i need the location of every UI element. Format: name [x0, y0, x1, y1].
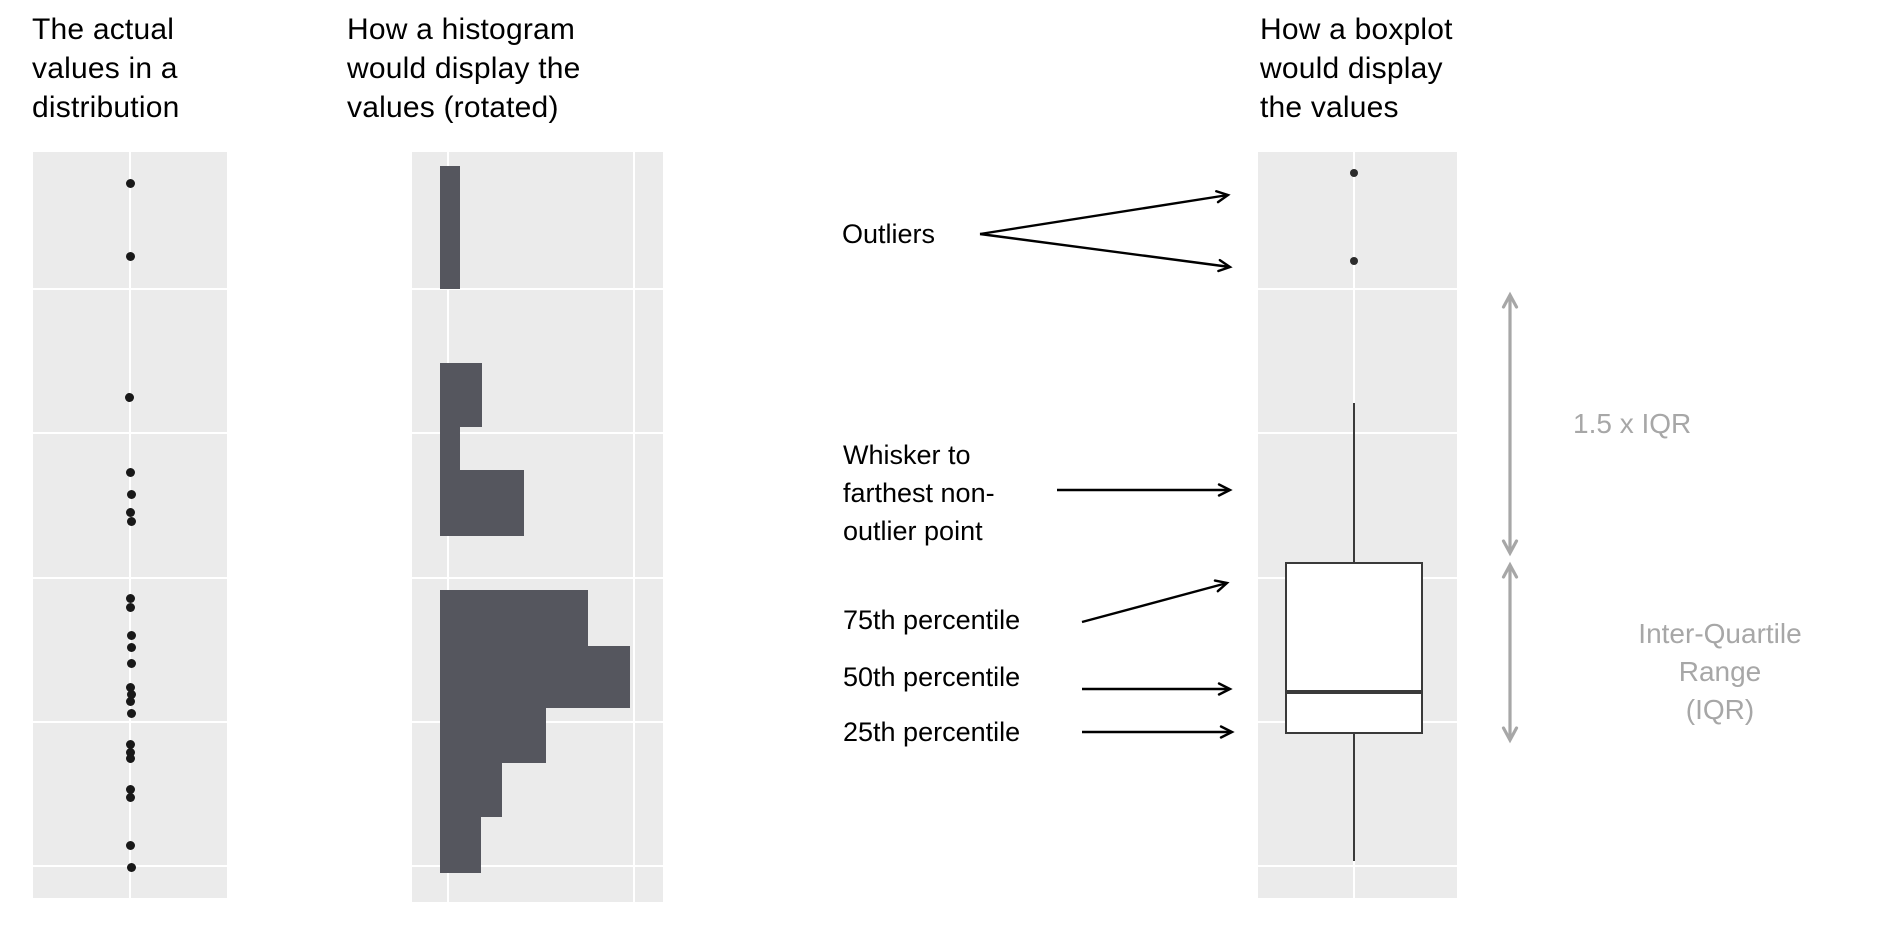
histogram-bar — [440, 763, 502, 817]
distribution-data-point — [126, 708, 136, 718]
arrow-outlier-lower — [979, 232, 1233, 273]
distribution-data-point — [125, 784, 135, 794]
arrow-p75 — [1081, 579, 1230, 624]
gridline-horizontal — [412, 432, 663, 434]
boxplot-lower-whisker — [1353, 734, 1355, 861]
gridline-horizontal — [412, 577, 663, 579]
panel-title-distribution: The actual values in a distribution — [32, 13, 180, 124]
distribution-data-point — [126, 862, 136, 872]
annotation-label-p75: 75th percentile — [843, 605, 1021, 635]
annotation-label-outliers: Outliers — [842, 219, 936, 249]
distribution-data-point — [125, 739, 135, 749]
histogram-bar — [440, 817, 481, 873]
distribution-data-point — [125, 602, 135, 612]
gridline-horizontal — [1258, 432, 1457, 434]
annotation-label-iqr: Inter-Quartile Range (IQR) — [1638, 618, 1802, 725]
distribution-data-point — [126, 489, 136, 499]
histogram-bar — [440, 590, 588, 646]
histogram-bar — [440, 708, 546, 763]
distribution-data-point — [126, 689, 136, 699]
gridline-horizontal — [412, 865, 663, 867]
histogram-bar — [440, 646, 630, 708]
boxplot-outlier-dot — [1350, 257, 1358, 265]
distribution-data-point — [126, 630, 136, 640]
histogram-bar — [440, 166, 460, 289]
boxplot-panel — [1258, 152, 1457, 898]
gridline-vertical — [633, 152, 635, 902]
annotation-label-iqr15: 1.5 x IQR — [1573, 408, 1692, 439]
annotation-label-p50: 50th percentile — [843, 662, 1021, 692]
distribution-data-point — [125, 840, 135, 850]
distribution-data-point — [125, 507, 135, 517]
distribution-data-point — [125, 753, 135, 763]
boxplot-outlier-dot — [1350, 169, 1358, 177]
boxplot-box — [1285, 562, 1423, 734]
distribution-data-point — [124, 392, 134, 402]
distribution-data-point — [125, 251, 135, 261]
boxplot-upper-whisker — [1353, 403, 1355, 562]
distribution-data-point — [125, 682, 135, 692]
distribution-data-point — [125, 747, 135, 757]
boxplot-median-line — [1285, 690, 1423, 694]
distribution-panel — [33, 152, 227, 898]
distribution-data-point — [126, 658, 136, 668]
gridline-horizontal — [1258, 865, 1457, 867]
arrow-outlier-upper — [979, 190, 1231, 236]
annotation-label-whisker: Whisker to farthest non- outlier point — [843, 440, 995, 546]
distribution-data-point — [125, 696, 135, 706]
histogram-panel — [412, 152, 663, 902]
gridline-horizontal — [412, 288, 663, 290]
distribution-data-point — [125, 792, 135, 802]
panel-title-histogram: How a histogram would display the values… — [347, 13, 581, 124]
distribution-data-point — [126, 516, 136, 526]
histogram-bar — [440, 427, 460, 470]
distribution-data-point — [126, 642, 136, 652]
panel-title-boxplot: How a boxplot would display the values — [1260, 13, 1453, 124]
histogram-bar — [440, 470, 524, 536]
distribution-data-point — [125, 467, 135, 477]
histogram-bar — [440, 363, 482, 427]
distribution-data-point — [125, 178, 135, 188]
annotation-label-p25: 25th percentile — [843, 717, 1021, 747]
gridline-horizontal — [1258, 288, 1457, 290]
distribution-data-point — [125, 593, 135, 603]
